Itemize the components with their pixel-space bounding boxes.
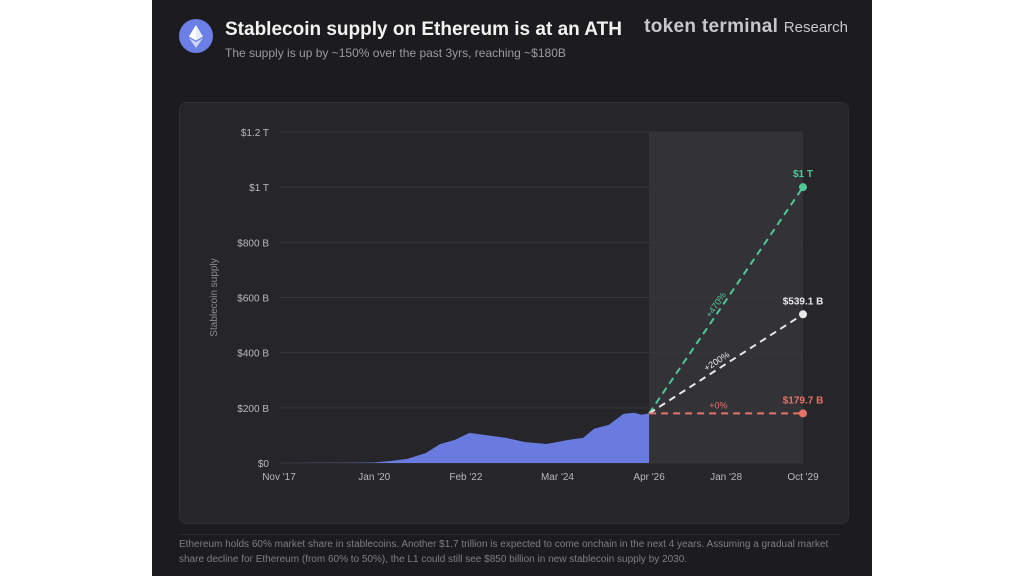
projection-growth-label: +0%: [709, 400, 727, 410]
y-tick-label: $600 B: [237, 294, 269, 305]
y-tick-label: $1 T: [249, 183, 269, 194]
y-tick-label: $0: [258, 459, 270, 470]
x-tick-label: Oct '29: [787, 472, 819, 483]
x-tick-label: Nov '17: [262, 472, 296, 483]
x-tick-label: Feb '22: [449, 472, 482, 483]
brand-logo: token terminal Research: [644, 16, 848, 38]
brand-suffix: Research: [783, 19, 848, 36]
ethereum-icon: [179, 19, 213, 53]
projection-endpoint: [799, 183, 807, 192]
chart-svg: $0 $200 B $400 B $600 B $800 B $1 T $1.2 T Nov …: [209, 128, 824, 483]
projection-endpoint: [799, 310, 807, 319]
x-tick-label: Mar '24: [541, 472, 574, 483]
projection-end-label: $1 T: [793, 169, 813, 180]
chart-subtitle: The supply is up by ~150% over the past …: [225, 46, 566, 60]
y-axis-label: Stablecoin supply: [209, 258, 220, 336]
history-area: [279, 412, 650, 463]
projection-endpoint: [799, 409, 807, 418]
chart-title: Stablecoin supply on Ethereum is at an A…: [225, 19, 622, 40]
x-tick-label: Apr '26: [633, 472, 665, 483]
projection-end-label: $179.7 B: [783, 395, 824, 406]
y-tick-label: $800 B: [237, 238, 269, 249]
projection-line: [648, 186, 804, 414]
brand-name: token terminal: [644, 16, 779, 37]
x-tick-label: Jan '20: [358, 472, 390, 483]
y-tick-label: $1.2 T: [241, 128, 269, 139]
y-tick-label: $200 B: [237, 404, 269, 415]
x-tick-label: Jan '28: [710, 472, 742, 483]
chart-card: Stablecoin supply on Ethereum is at an A…: [152, 0, 872, 576]
y-tick-label: $400 B: [237, 349, 269, 360]
chart-panel: $0 $200 B $400 B $600 B $800 B $1 T $1.2 T Nov …: [179, 102, 849, 524]
projection-line: [648, 313, 804, 415]
footnote: Ethereum holds 60% market share in stabl…: [179, 534, 839, 567]
projection-end-label: $539.1 B: [783, 296, 824, 307]
